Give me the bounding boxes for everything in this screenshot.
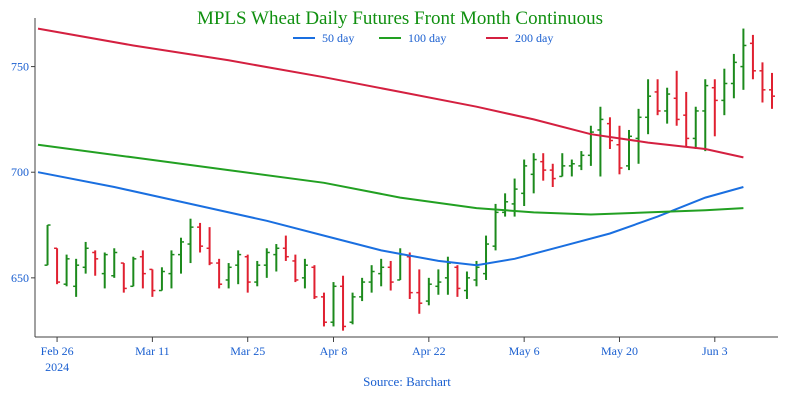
- ohlc-bar: [711, 79, 718, 137]
- ohlc-bar: [406, 252, 413, 299]
- ohlc-bar: [578, 151, 585, 171]
- ohlc-bar: [340, 275, 347, 331]
- ohlc-bar: [359, 277, 366, 302]
- ohlc-bar: [225, 263, 232, 289]
- ohlc-bar: [282, 235, 289, 261]
- x-axis-ticks: Feb 26 2024 Mar 11 Mar 25 Apr 8 Apr 22 May 6 Ma…: [41, 337, 728, 374]
- ohlc-bar: [216, 258, 223, 289]
- ohlc-bar: [683, 91, 690, 147]
- y-tick-label: 650: [11, 271, 29, 285]
- ohlc-bar: [645, 79, 652, 135]
- ohlc-bar: [378, 258, 385, 287]
- ohlc-bar: [568, 159, 575, 177]
- y-tick-label: 700: [11, 165, 29, 179]
- ohlc-bar: [606, 117, 613, 149]
- x-tick-label: Mar 11: [135, 344, 170, 358]
- ohlc-bar: [387, 260, 394, 291]
- ohlc-bar: [263, 248, 270, 278]
- plot-area: [37, 27, 775, 331]
- ohlc-bar: [244, 254, 251, 293]
- ohlc-bar: [292, 254, 299, 283]
- ohlc-bar: [73, 258, 80, 297]
- ma-100-day-line: [37, 143, 744, 216]
- ohlc-bar: [416, 269, 423, 314]
- ohlc-bar: [158, 267, 165, 292]
- ohlc-bar: [626, 129, 633, 171]
- y-axis-ticks: 650 700 750: [11, 60, 35, 285]
- ohlc-bar: [454, 265, 461, 297]
- ohlc-bar: [740, 28, 747, 90]
- ohlc-bar: [168, 250, 175, 289]
- ohlc-bar: [664, 87, 671, 124]
- ohlc-bar: [139, 250, 146, 289]
- x-tick-label: Jun 3: [702, 344, 728, 358]
- ohlc-bar: [187, 218, 194, 264]
- x-tick-label: Mar 25: [230, 344, 265, 358]
- ohlc-bar: [301, 258, 308, 289]
- x-tick-year-label: 2024: [45, 360, 69, 374]
- ohlc-bar: [254, 260, 261, 287]
- x-tick-label: May 20: [601, 344, 638, 358]
- ohlc-bar: [120, 262, 127, 293]
- x-tick-label: Feb 26: [41, 344, 74, 358]
- ma-50-day-line: [37, 171, 744, 267]
- ohlc-bar: [597, 106, 604, 177]
- ohlc-bar: [616, 125, 623, 175]
- ohlc-bar: [692, 106, 699, 149]
- ohlc-bar: [82, 241, 89, 274]
- legend-label-100-day: 100 day: [408, 31, 446, 45]
- ohlc-bar: [530, 153, 537, 194]
- ohlc-bar: [149, 268, 156, 297]
- ohlc-bar: [311, 265, 318, 299]
- ohlc-bar: [435, 269, 442, 295]
- ohlc-bar: [425, 277, 432, 306]
- ohlc-bar: [101, 252, 108, 289]
- ohlc-bar: [206, 227, 213, 266]
- ohlc-bar: [673, 70, 680, 126]
- ohlc-bar: [92, 250, 99, 276]
- ohlc-bar: [721, 68, 728, 116]
- ohlc-bar: [463, 271, 470, 299]
- x-tick-label: Apr 22: [412, 344, 446, 358]
- ohlc-bar: [320, 292, 327, 327]
- ohlc-bar: [197, 222, 204, 253]
- ohlc-bar: [492, 203, 499, 251]
- legend: 50 day 100 day 200 day: [293, 31, 553, 45]
- ohlc-bar: [483, 235, 490, 280]
- ohlc-bar: [54, 247, 61, 285]
- source-label: Source: Barchart: [363, 374, 451, 389]
- ohlc-bar: [540, 153, 547, 181]
- ohlc-bar: [349, 292, 356, 325]
- ohlc-bar: [521, 159, 528, 207]
- x-tick-label: May 6: [509, 344, 540, 358]
- ohlc-bar: [273, 244, 280, 272]
- ma-200-day-line: [37, 27, 744, 159]
- ohlc-bar: [502, 193, 509, 217]
- chart-title: MPLS Wheat Daily Futures Front Month Con…: [197, 8, 603, 29]
- ohlc-bar: [730, 53, 737, 99]
- legend-label-200-day: 200 day: [515, 31, 553, 45]
- ohlc-bar: [749, 34, 756, 80]
- ohlc-bar: [635, 108, 642, 164]
- ohlc-bar: [63, 254, 70, 287]
- ohlc-bar: [44, 224, 51, 266]
- ohlc-bar: [559, 153, 566, 178]
- ohlc-bar: [769, 72, 775, 109]
- ohlc-bar: [330, 282, 337, 327]
- ohlc-bar: [111, 248, 118, 278]
- ohlc-bar: [587, 125, 594, 166]
- ohlc-bar: [235, 250, 242, 285]
- ohlc-bar: [654, 79, 661, 116]
- ohlc-bar: [177, 237, 184, 274]
- ohlc-bar: [130, 256, 137, 288]
- ohlc-bar: [368, 265, 375, 293]
- x-tick-label: Apr 8: [320, 344, 348, 358]
- ohlc-bar: [702, 79, 709, 152]
- ohlc-bar: [759, 62, 766, 103]
- ohlc-bar: [549, 163, 556, 188]
- legend-label-50-day: 50 day: [322, 31, 354, 45]
- y-tick-label: 750: [11, 60, 29, 74]
